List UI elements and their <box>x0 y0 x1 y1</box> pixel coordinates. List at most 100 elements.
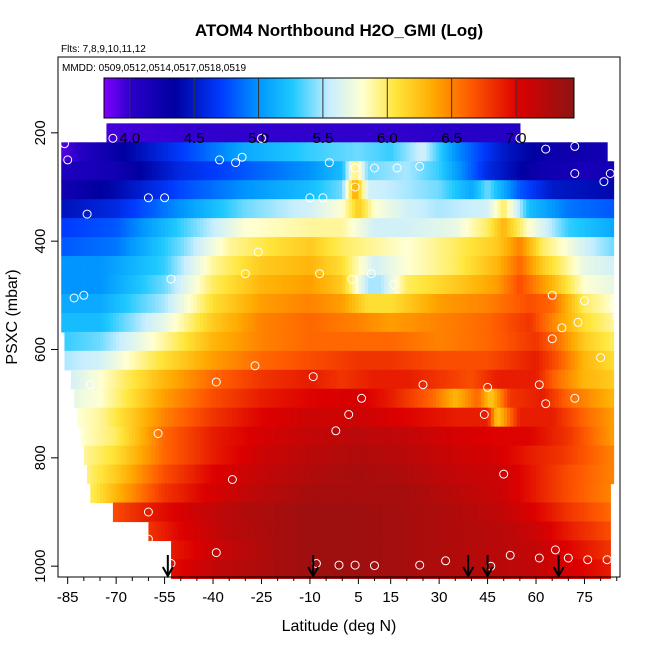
heatmap-cell <box>513 502 518 523</box>
heatmap-cell <box>603 502 608 523</box>
heatmap-cell <box>187 123 192 143</box>
heatmap-cell <box>526 180 531 200</box>
observation-point <box>570 141 580 151</box>
heatmap-cell <box>164 123 169 143</box>
heatmap-cell <box>587 331 592 352</box>
heatmap-cell <box>519 218 524 238</box>
heatmap-cell <box>368 483 372 504</box>
heatmap-cell <box>303 540 308 560</box>
heatmap-cell <box>258 540 263 560</box>
heatmap-cell <box>293 293 298 314</box>
heatmap-cell <box>574 559 579 579</box>
heatmap-cell <box>371 312 376 333</box>
heatmap-cell <box>203 445 208 466</box>
observation-point <box>415 161 425 171</box>
heatmap-cell <box>481 237 485 257</box>
heatmap-cell <box>474 293 479 314</box>
heatmap-cell <box>335 464 340 485</box>
heatmap-cell <box>374 521 379 542</box>
heatmap-cell <box>316 123 321 143</box>
heatmap-cell <box>590 293 595 314</box>
heatmap-cell <box>380 180 385 200</box>
heatmap-cell <box>406 369 411 390</box>
heatmap-cell <box>387 559 392 579</box>
observation-point <box>366 269 376 279</box>
heatmap-cell <box>597 199 602 219</box>
heatmap-cell <box>248 388 253 409</box>
heatmap-cell <box>225 350 230 371</box>
heatmap-cell <box>607 445 611 466</box>
heatmap-cell <box>251 275 256 295</box>
heatmap-cell <box>187 275 192 295</box>
heatmap-cell <box>138 369 143 390</box>
heatmap-cell <box>523 445 527 466</box>
heatmap-cell <box>171 388 175 409</box>
heatmap-cell <box>235 388 240 409</box>
heatmap-cell <box>561 369 566 390</box>
heatmap-cell <box>448 161 453 181</box>
heatmap-cell <box>345 199 350 219</box>
heatmap-cell <box>83 426 88 447</box>
heatmap-cell <box>74 293 78 314</box>
heatmap-cell <box>148 218 153 238</box>
heatmap-cell <box>452 123 456 143</box>
heatmap-cell <box>464 293 469 314</box>
heatmap-cell <box>209 218 214 238</box>
heatmap-cell <box>539 464 544 485</box>
heatmap-cell <box>361 161 366 181</box>
heatmap-cell <box>83 237 88 257</box>
heatmap-cell <box>600 540 605 560</box>
heatmap-cell <box>442 445 447 466</box>
heatmap-cell <box>242 123 246 143</box>
heatmap-cell <box>416 540 421 560</box>
heatmap-cell <box>238 199 243 219</box>
heatmap-cell <box>213 331 217 352</box>
observation-point <box>392 163 402 173</box>
heatmap-cell <box>148 407 153 428</box>
heatmap-cell <box>309 388 314 409</box>
heatmap-cell <box>342 464 347 485</box>
heatmap-cell <box>138 502 143 523</box>
heatmap-cell <box>587 350 592 371</box>
heatmap-cell <box>229 237 234 257</box>
heatmap-cell <box>242 426 246 447</box>
observation-point <box>505 550 515 560</box>
heatmap-cell <box>607 521 611 542</box>
heatmap-cell <box>322 426 327 447</box>
heatmap-cell <box>603 256 608 276</box>
heatmap-cell <box>439 369 443 390</box>
heatmap-cell <box>284 199 288 219</box>
heatmap-cell <box>229 142 234 162</box>
heatmap-cell <box>519 180 524 200</box>
heatmap-cell <box>125 445 130 466</box>
heatmap-cell <box>135 142 140 162</box>
heatmap-cell <box>206 502 211 523</box>
heatmap-cell <box>297 407 301 428</box>
heatmap-cell <box>494 180 498 200</box>
heatmap-cell <box>70 312 75 333</box>
heatmap-cell <box>523 237 527 257</box>
heatmap-cell <box>461 256 466 276</box>
heatmap-cell <box>578 275 582 295</box>
heatmap-cell <box>297 483 301 504</box>
heatmap-cell <box>261 218 266 238</box>
heatmap-cell <box>516 483 521 504</box>
observation-point <box>479 410 489 419</box>
heatmap-cell <box>80 331 85 352</box>
heatmap-cell <box>313 445 317 466</box>
heatmap-cell <box>497 123 502 143</box>
heatmap-cell <box>468 464 473 485</box>
heatmap-cell <box>371 483 376 504</box>
heatmap-cell <box>364 180 369 200</box>
heatmap-cell <box>600 483 605 504</box>
heatmap-cell <box>387 312 392 333</box>
heatmap-cell <box>539 388 544 409</box>
heatmap-cell <box>306 256 311 276</box>
heatmap-cell <box>510 350 515 371</box>
heatmap-cell <box>581 180 586 200</box>
heatmap-cell <box>342 293 347 314</box>
heatmap-cell <box>313 540 317 560</box>
heatmap-cell <box>238 161 243 181</box>
heatmap-cell <box>306 521 311 542</box>
heatmap-cell <box>439 256 443 276</box>
